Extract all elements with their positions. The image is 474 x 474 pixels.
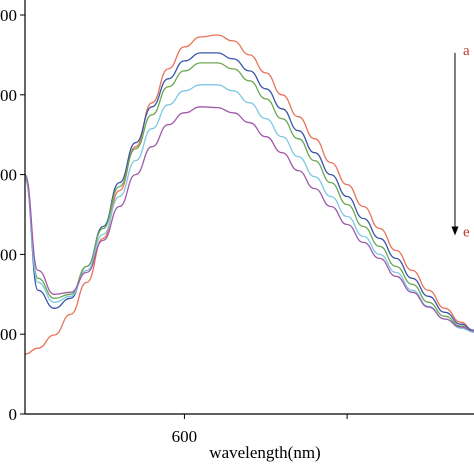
arrow-label-end: e (463, 224, 470, 240)
y-tick-label: 000 (0, 245, 17, 264)
arrow-label-start: a (463, 43, 470, 59)
x-tick-label: 600 (172, 427, 198, 446)
series-line-4 (24, 84, 474, 333)
series-line-3 (24, 62, 474, 332)
y-tick-label: 000 (0, 86, 17, 105)
series-line-1 (24, 34, 474, 355)
y-tick-label: 000 (0, 325, 17, 344)
x-axis-title: wavelength(nm) (209, 443, 320, 462)
y-tick-label: 000 (0, 6, 17, 25)
series-line-5 (24, 106, 474, 332)
arrow-head (451, 226, 459, 236)
series-group (24, 34, 474, 355)
ticks-group: 0000000000000000600 (0, 6, 348, 446)
y-tick-label: 0 (9, 405, 18, 424)
direction-arrow: a e (451, 43, 470, 240)
y-tick-label: 000 (0, 166, 17, 185)
